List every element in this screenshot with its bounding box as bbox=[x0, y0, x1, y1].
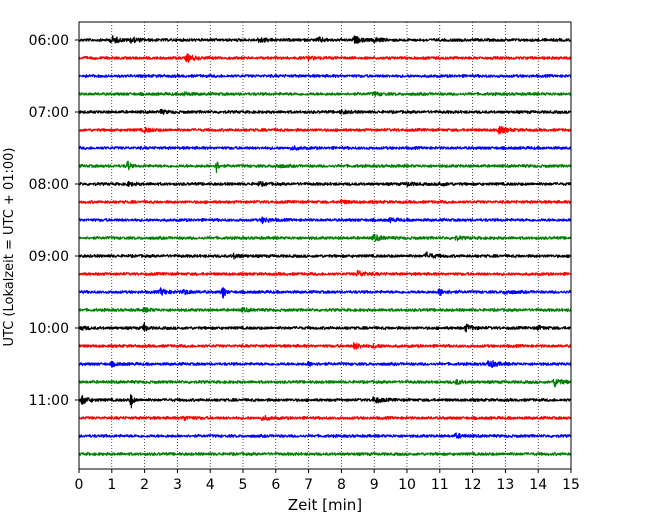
trace-line bbox=[78, 73, 572, 79]
traces-layer bbox=[78, 35, 572, 457]
trace-line bbox=[78, 306, 572, 313]
y-tick-label: 09:00 bbox=[29, 249, 69, 265]
trace-line bbox=[78, 90, 572, 98]
trace-line bbox=[78, 125, 572, 135]
x-tick-label: 13 bbox=[496, 477, 514, 493]
trace-line bbox=[78, 342, 572, 350]
x-tick-label: 7 bbox=[304, 477, 313, 493]
x-tick-label: 14 bbox=[529, 477, 547, 493]
trace-line bbox=[78, 216, 572, 225]
x-tick-label: 1 bbox=[107, 477, 116, 493]
x-tick-label: 2 bbox=[140, 477, 149, 493]
trace-line bbox=[78, 378, 572, 388]
grid-layer bbox=[111, 22, 539, 469]
x-tick-label: 11 bbox=[431, 477, 449, 493]
y-axis-label: UTC (Lokalzeit = UTC + 01:00) bbox=[2, 148, 17, 347]
x-tick-label: 6 bbox=[271, 477, 280, 493]
trace-line bbox=[78, 145, 572, 151]
y-tick-label: 11:00 bbox=[29, 393, 69, 409]
y-axis-ticks: 06:00 07:00 08:00 09:00 10:00 11:00 bbox=[29, 33, 79, 409]
x-tick-label: 5 bbox=[239, 477, 248, 493]
trace-line bbox=[78, 251, 572, 260]
trace-line bbox=[78, 451, 572, 457]
trace-line bbox=[78, 321, 572, 333]
trace-line bbox=[78, 233, 572, 242]
x-tick-label: 9 bbox=[370, 477, 379, 493]
trace-line bbox=[78, 199, 572, 205]
trace-line bbox=[78, 35, 572, 44]
x-tick-label: 10 bbox=[398, 477, 416, 493]
x-tick-label: 4 bbox=[206, 477, 215, 493]
trace-line bbox=[78, 269, 572, 277]
x-tick-label: 0 bbox=[75, 477, 84, 493]
y-tick-label: 07:00 bbox=[29, 105, 69, 121]
x-tick-label: 12 bbox=[464, 477, 482, 493]
trace-line bbox=[78, 160, 572, 174]
x-tick-label: 15 bbox=[562, 477, 580, 493]
trace-line bbox=[78, 53, 572, 63]
x-axis-label: Zeit [min] bbox=[288, 496, 362, 514]
y-tick-label: 06:00 bbox=[29, 33, 69, 49]
x-axis-ticks: 0 1 2 3 4 5 6 7 8 9 10 11 12 13 14 15 bbox=[75, 469, 580, 493]
y-tick-label: 10:00 bbox=[29, 321, 69, 337]
y-tick-label: 08:00 bbox=[29, 177, 69, 193]
trace-line bbox=[78, 180, 572, 188]
x-tick-label: 8 bbox=[337, 477, 346, 493]
trace-line bbox=[78, 108, 572, 115]
trace-line bbox=[78, 287, 572, 299]
x-tick-label: 3 bbox=[173, 477, 182, 493]
plot-frame bbox=[78, 21, 572, 470]
trace-line bbox=[78, 432, 572, 439]
trace-line bbox=[78, 359, 572, 368]
trace-line bbox=[78, 394, 572, 409]
trace-line bbox=[78, 414, 572, 422]
